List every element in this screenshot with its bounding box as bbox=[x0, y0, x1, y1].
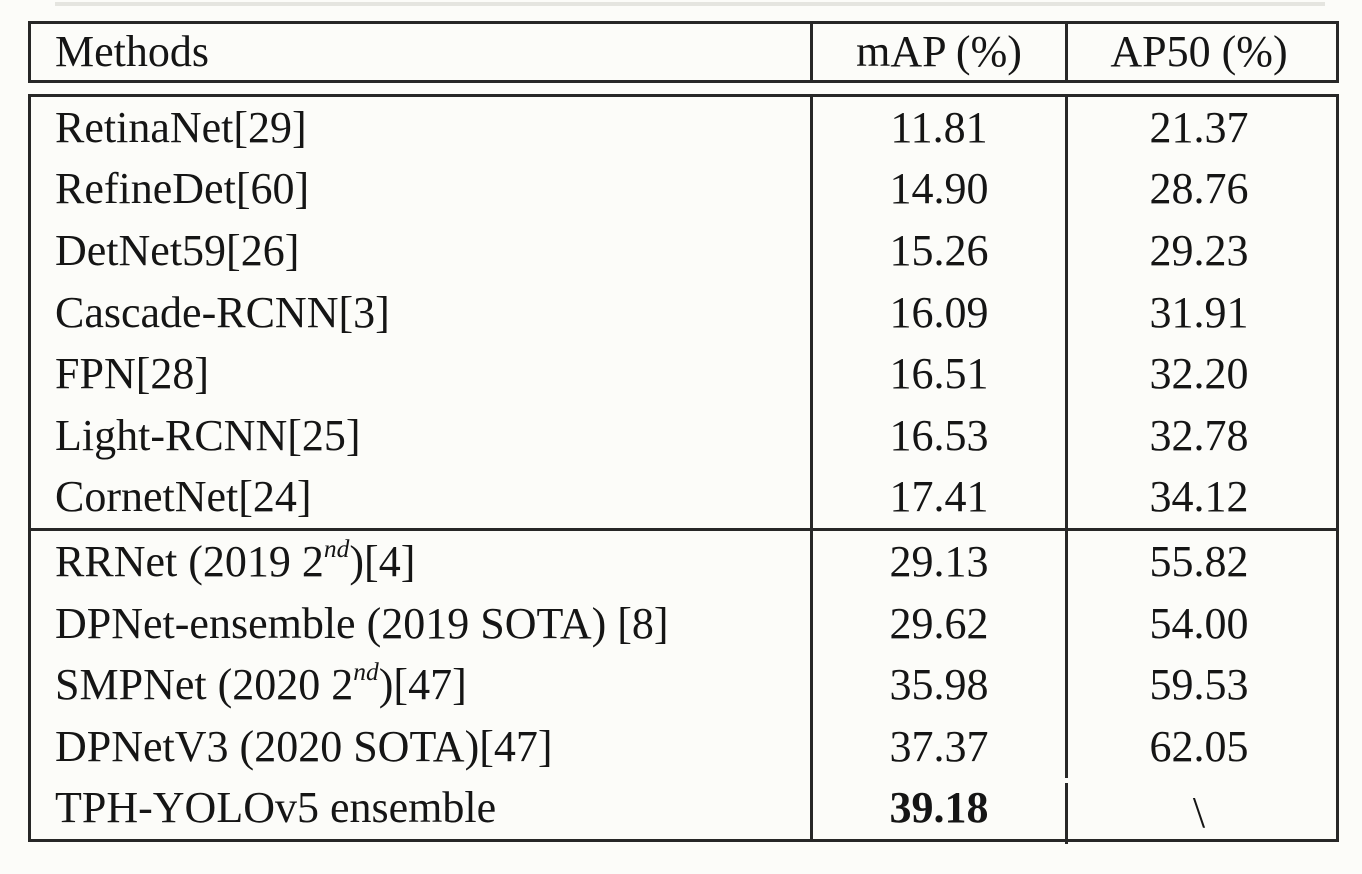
map-cell: 39.18 bbox=[810, 777, 1065, 840]
ap50-cell: \ bbox=[1065, 782, 1330, 845]
ap50-cell: 55.82 bbox=[1065, 531, 1330, 593]
table-row: DPNetV3 (2020 SOTA)[47] 37.37 62.05 bbox=[31, 715, 1336, 778]
ap50-cell: 62.05 bbox=[1065, 715, 1330, 778]
table-row: CornetNet[24] 17.41 34.12 bbox=[31, 466, 1336, 529]
table-row: DetNet59[26] 15.26 29.23 bbox=[31, 220, 1336, 282]
method-cell: FPN[28] bbox=[55, 349, 210, 399]
table-body: RetinaNet[29] 11.81 21.37 RefineDet[60] … bbox=[28, 94, 1339, 845]
method-cell: Cascade-RCNN[3] bbox=[55, 287, 390, 337]
method-cell: RetinaNet[29] bbox=[55, 102, 307, 152]
method-cell: RefineDet[60] bbox=[55, 164, 310, 214]
column-header-map: mAP (%) bbox=[810, 24, 1065, 80]
column-header-methods: Methods bbox=[55, 27, 209, 76]
method-cell: TPH-YOLOv5 ensemble bbox=[55, 783, 497, 833]
map-cell: 17.41 bbox=[810, 466, 1065, 529]
method-cell: DPNet-ensemble (2019 SOTA) [8] bbox=[55, 598, 669, 648]
table-row: RetinaNet[29] 11.81 21.37 bbox=[31, 97, 1336, 159]
ap50-cell: 21.37 bbox=[1065, 97, 1330, 159]
method-cell: DPNetV3 (2020 SOTA)[47] bbox=[55, 721, 553, 771]
map-cell: 16.09 bbox=[810, 281, 1065, 344]
ap50-cell: 28.76 bbox=[1065, 158, 1330, 221]
table-row: Light-RCNN[25] 16.53 32.78 bbox=[31, 404, 1336, 467]
results-table: Methods mAP (%) AP50 (%) RetinaNet[29] 1… bbox=[28, 21, 1339, 845]
table-row: Cascade-RCNN[3] 16.09 31.91 bbox=[31, 281, 1336, 344]
scan-artifact-line bbox=[55, 2, 1325, 6]
map-cell: 37.37 bbox=[810, 715, 1065, 778]
table-row: DPNet-ensemble (2019 SOTA) [8] 29.62 54.… bbox=[31, 592, 1336, 655]
ap50-cell: 54.00 bbox=[1065, 592, 1330, 655]
table-row: TPH-YOLOv5 ensemble 39.18 \ bbox=[31, 777, 1336, 845]
map-cell: 35.98 bbox=[810, 654, 1065, 716]
table-row: RefineDet[60] 14.90 28.76 bbox=[31, 158, 1336, 221]
table-row: FPN[28] 16.51 32.20 bbox=[31, 343, 1336, 405]
method-cell: Light-RCNN[25] bbox=[55, 410, 361, 460]
method-cell: CornetNet[24] bbox=[55, 472, 312, 522]
map-cell: 29.62 bbox=[810, 592, 1065, 655]
map-cell: 15.26 bbox=[810, 220, 1065, 282]
ap50-cell: 32.20 bbox=[1065, 343, 1330, 405]
ap50-cell: 34.12 bbox=[1065, 466, 1330, 529]
table-header-row: Methods mAP (%) AP50 (%) bbox=[28, 21, 1339, 83]
ap50-cell: 31.91 bbox=[1065, 281, 1330, 344]
ap50-cell: 29.23 bbox=[1065, 220, 1330, 282]
ap50-cell: 32.78 bbox=[1065, 404, 1330, 467]
method-cell: DetNet59[26] bbox=[55, 225, 300, 275]
ap50-cell: 59.53 bbox=[1065, 654, 1330, 716]
map-cell: 16.53 bbox=[810, 404, 1065, 467]
column-header-ap50: AP50 (%) bbox=[1065, 24, 1330, 80]
map-cell: 16.51 bbox=[810, 343, 1065, 405]
map-cell: 14.90 bbox=[810, 158, 1065, 221]
map-cell: 29.13 bbox=[810, 531, 1065, 593]
map-cell: 11.81 bbox=[810, 97, 1065, 159]
